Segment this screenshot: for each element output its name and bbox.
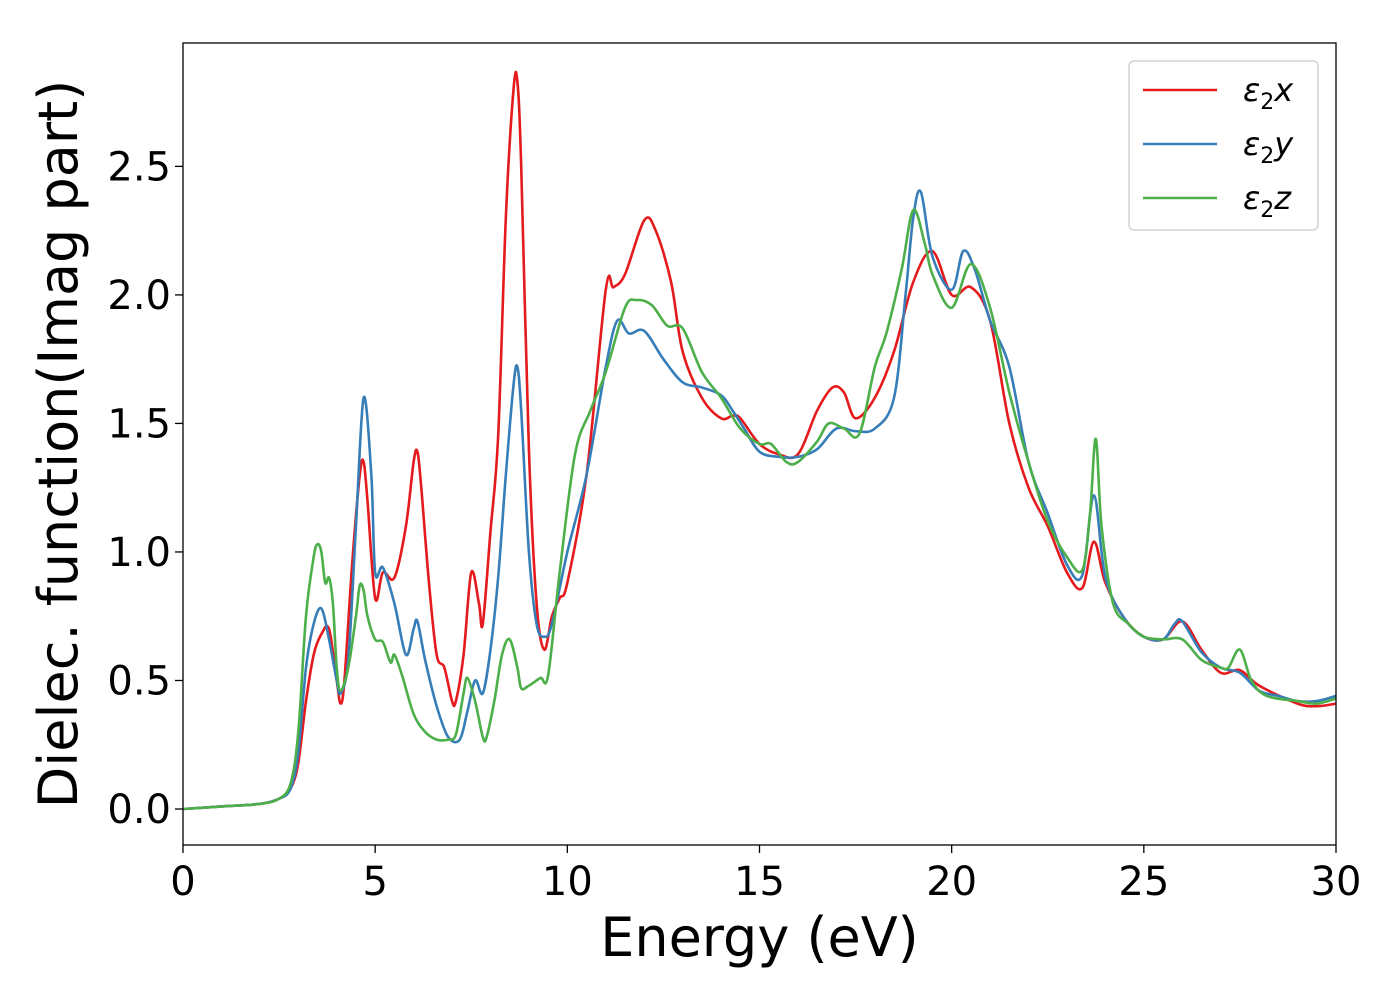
ticks-layer: 0 5 10 15 20 25 30 0.0 0.5 1.0 1.5 2.0 2.5 (107, 144, 1361, 905)
legend-label-suffix: z (1273, 179, 1292, 217)
legend-label-suffix: y (1273, 125, 1294, 163)
x-tick-label: 0 (170, 859, 195, 905)
y-axis-title: Dielec. function(Imag part) (27, 80, 90, 809)
legend-label-suffix: x (1273, 71, 1294, 109)
x-tick-label: 5 (362, 859, 387, 905)
y-tick-label: 0.0 (107, 787, 171, 833)
legend-label: ε2z (1243, 179, 1292, 223)
legend-entry-y: ε2y (1143, 125, 1294, 169)
y-tick-label: 1.5 (107, 401, 171, 447)
x-tick-label: 30 (1311, 859, 1362, 905)
y-tick-label: 2.0 (107, 273, 171, 319)
x-axis-title: Energy (eV) (600, 906, 919, 969)
legend-entry-z: ε2z (1143, 179, 1292, 223)
legend-label-sub: 2 (1260, 198, 1274, 223)
legend-label-main: ε (1243, 125, 1260, 163)
legend-entry-x: ε2x (1143, 71, 1294, 115)
legend-label-main: ε (1243, 179, 1260, 217)
legend-box (1128, 60, 1319, 231)
legend-label-sub: 2 (1260, 90, 1274, 115)
series-layer (183, 70, 1336, 811)
x-tick-label: 15 (734, 859, 785, 905)
y-tick-label: 0.5 (107, 658, 171, 704)
legend-label: ε2y (1243, 125, 1294, 169)
legend-label-main: ε (1243, 71, 1260, 109)
legend-label: ε2x (1243, 71, 1294, 115)
x-tick-label: 10 (542, 859, 593, 905)
x-tick-label: 20 (926, 859, 977, 905)
legend-label-sub: 2 (1260, 144, 1274, 169)
y-tick-label: 2.5 (107, 144, 171, 190)
x-tick-label: 25 (1118, 859, 1169, 905)
y-tick-label: 1.0 (107, 530, 171, 576)
series-line-z (183, 208, 1336, 811)
series-line-y (183, 189, 1336, 811)
